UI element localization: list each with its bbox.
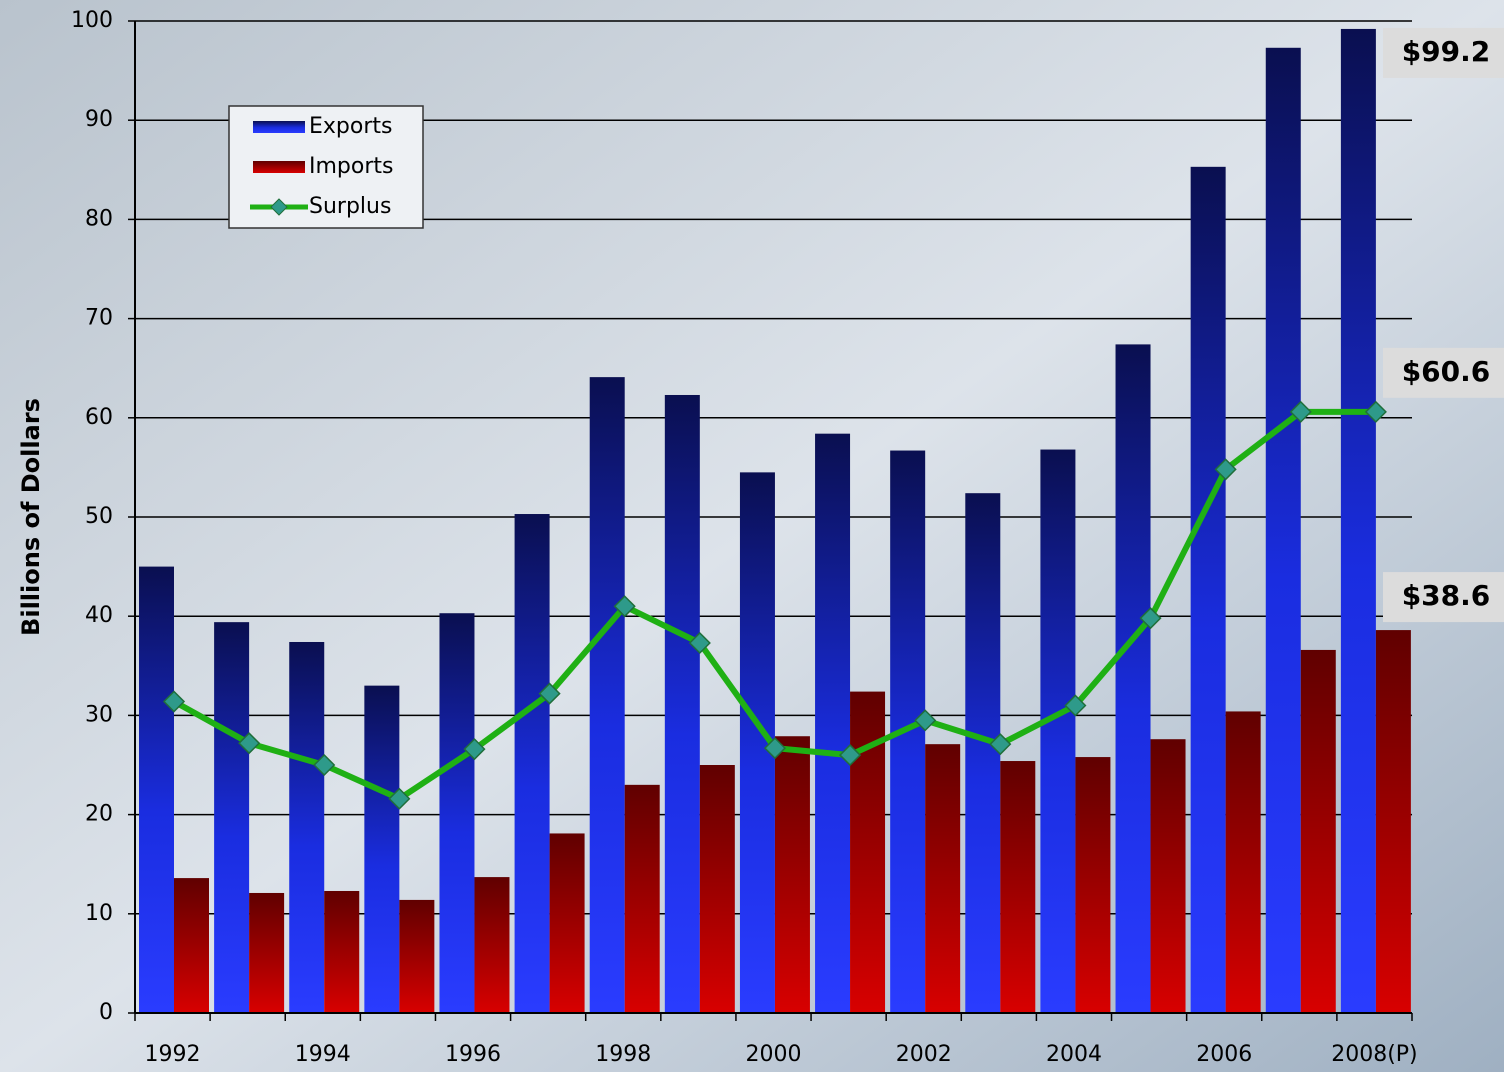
- legend-label: Imports: [309, 154, 393, 179]
- value-label-box: [1383, 347, 1504, 398]
- x-tick-label: 2008(P): [1331, 1042, 1417, 1067]
- bar: [1190, 166, 1226, 1014]
- bar: [624, 784, 660, 1013]
- marker: [238, 732, 261, 755]
- marker: [763, 737, 787, 760]
- bar: [549, 833, 585, 1013]
- bar: [925, 744, 961, 1013]
- y-tick-label: 0: [99, 1000, 113, 1025]
- value-label: $99.2: [1402, 35, 1491, 68]
- x-tick-label: 2006: [1196, 1042, 1252, 1067]
- bar: [174, 878, 209, 1013]
- marker: [388, 787, 411, 810]
- marker: [313, 753, 336, 777]
- bar: [1040, 449, 1076, 1013]
- legend-label: Surplus: [309, 194, 391, 219]
- bar: [289, 641, 325, 1013]
- bar: [1340, 28, 1376, 1014]
- bar: [1150, 739, 1186, 1013]
- x-tick-label: 2004: [1046, 1042, 1102, 1067]
- marker: [989, 733, 1012, 756]
- bar: [1225, 711, 1261, 1013]
- value-label-box: [1383, 572, 1504, 623]
- bar: [439, 613, 475, 1013]
- bar: [699, 765, 735, 1013]
- marker: [1064, 694, 1087, 717]
- bar: [664, 394, 700, 1013]
- y-tick-label: 30: [85, 702, 113, 727]
- y-axis-label: Billions of Dollars: [17, 398, 45, 636]
- legend-label: Exports: [309, 114, 392, 139]
- marker: [1289, 400, 1312, 423]
- legend: Exports Imports Surplus: [228, 105, 424, 229]
- bar: [139, 566, 174, 1013]
- bar: [1000, 761, 1036, 1013]
- bar: [1300, 649, 1336, 1013]
- bar: [399, 899, 435, 1013]
- bar: [1075, 757, 1111, 1013]
- bar: [965, 493, 1001, 1013]
- marker: [1214, 458, 1237, 481]
- value-label: $60.6: [1402, 355, 1491, 388]
- marker: [1364, 400, 1387, 423]
- legend-swatch: [253, 121, 305, 133]
- value-label-box: [1383, 27, 1504, 78]
- bar: [214, 622, 250, 1013]
- bar: [1265, 47, 1301, 1014]
- bar: [1115, 344, 1151, 1014]
- marker: [162, 690, 186, 713]
- y-tick-label: 80: [85, 206, 113, 231]
- x-tick-label: 1998: [595, 1042, 651, 1067]
- legend-swatch: [253, 161, 305, 173]
- x-tick-label: 1992: [145, 1042, 201, 1067]
- x-tick-label: 2002: [896, 1042, 952, 1067]
- marker: [1139, 607, 1162, 630]
- y-tick-label: 10: [85, 901, 113, 926]
- marker: [688, 631, 711, 655]
- y-tick-label: 90: [85, 107, 113, 132]
- marker: [613, 595, 636, 618]
- x-tick-label: 1996: [445, 1042, 501, 1067]
- bar: [474, 877, 510, 1013]
- bar: [589, 377, 625, 1013]
- x-tick-label: 1994: [295, 1042, 351, 1067]
- value-label: $38.6: [1402, 579, 1491, 612]
- marker: [538, 682, 561, 705]
- marker: [463, 738, 486, 761]
- y-tick-label: 20: [85, 802, 113, 827]
- bar: [514, 514, 550, 1013]
- y-tick-label: 100: [71, 8, 113, 33]
- bar: [324, 890, 360, 1013]
- y-tick-label: 60: [85, 405, 113, 430]
- x-tick-label: 2000: [746, 1042, 802, 1067]
- bar: [249, 892, 285, 1013]
- marker: [914, 709, 937, 732]
- bar: [1375, 630, 1411, 1013]
- y-tick-label: 40: [85, 603, 113, 628]
- bar: [364, 685, 400, 1013]
- marker: [838, 744, 862, 767]
- y-tick-label: 70: [85, 306, 113, 331]
- bar: [774, 736, 810, 1013]
- bar: [815, 433, 851, 1013]
- y-tick-label: 50: [85, 504, 113, 529]
- legend-marker: [270, 198, 288, 216]
